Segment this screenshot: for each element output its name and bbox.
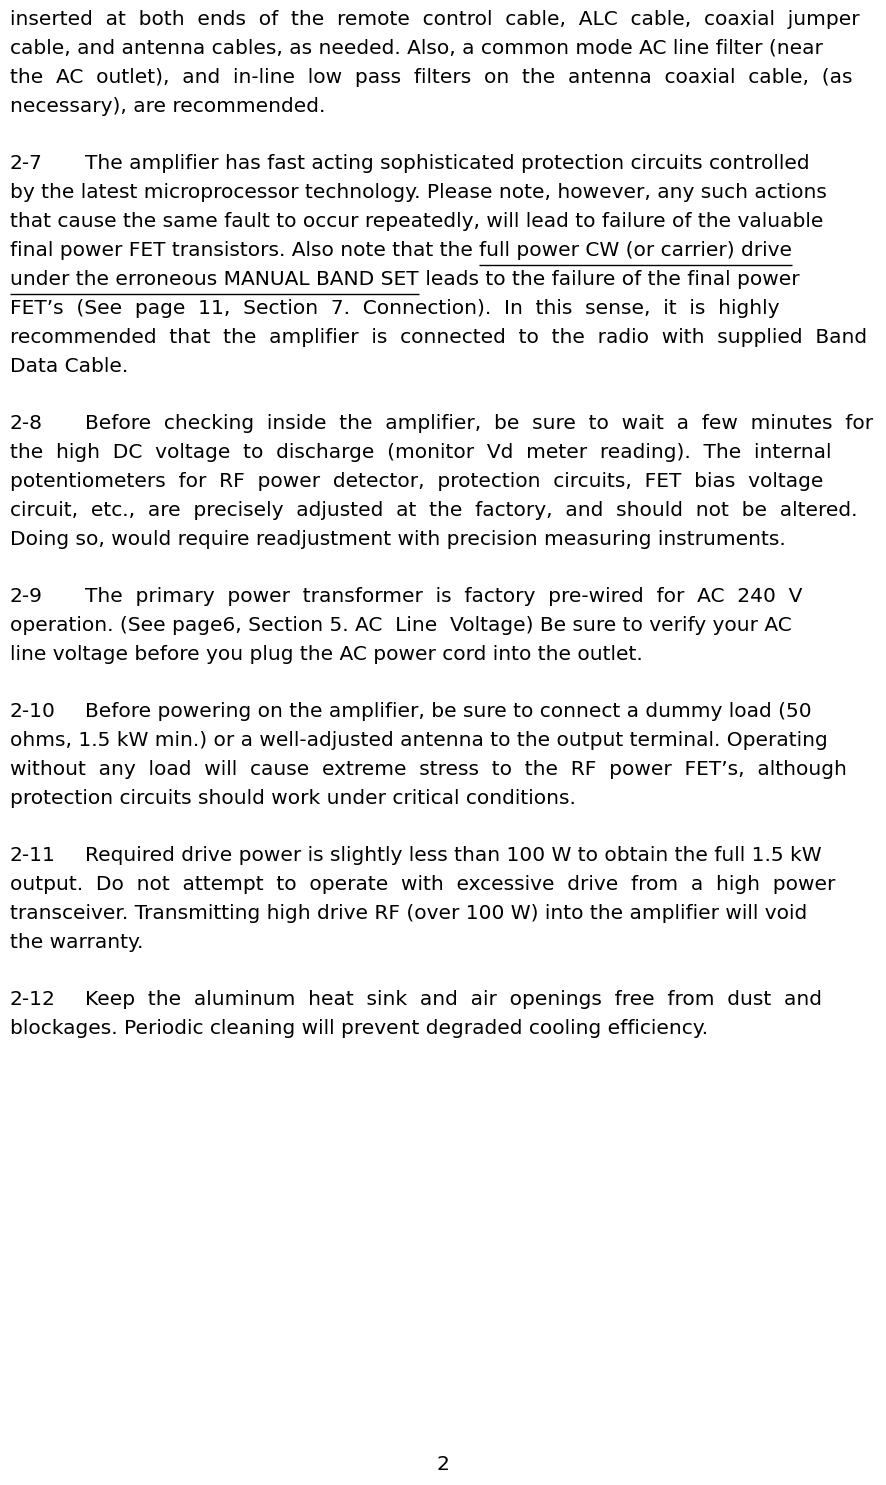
Text: Required drive power is slightly less than 100 W to obtain the full 1.5 kW: Required drive power is slightly less th…	[85, 846, 821, 864]
Text: transceiver. Transmitting high drive RF (over 100 W) into the amplifier will voi: transceiver. Transmitting high drive RF …	[10, 904, 807, 924]
Text: Data Cable.: Data Cable.	[10, 356, 128, 376]
Text: potentiometers  for  RF  power  detector,  protection  circuits,  FET  bias  vol: potentiometers for RF power detector, pr…	[10, 472, 823, 492]
Text: that cause the same fault to occur repeatedly, will lead to failure of the valua: that cause the same fault to occur repea…	[10, 212, 823, 232]
Text: blockages. Periodic cleaning will prevent degraded cooling efficiency.: blockages. Periodic cleaning will preven…	[10, 1019, 708, 1038]
Text: The  primary  power  transformer  is  factory  pre-wired  for  AC  240  V: The primary power transformer is factory…	[85, 587, 803, 606]
Text: by the latest microprocessor technology. Please note, however, any such actions: by the latest microprocessor technology.…	[10, 183, 827, 202]
Text: 2-10: 2-10	[10, 702, 56, 722]
Text: ohms, 1.5 kW min.) or a well-adjusted antenna to the output terminal. Operating: ohms, 1.5 kW min.) or a well-adjusted an…	[10, 731, 828, 750]
Text: the  high  DC  voltage  to  discharge  (monitor  Vd  meter  reading).  The  inte: the high DC voltage to discharge (monito…	[10, 443, 831, 462]
Text: Before  checking  inside  the  amplifier,  be  sure  to  wait  a  few  minutes  : Before checking inside the amplifier, be…	[85, 414, 873, 434]
Text: full power CW (or carrier) drive: full power CW (or carrier) drive	[479, 241, 792, 260]
Text: 2-7: 2-7	[10, 154, 43, 172]
Text: 2-9: 2-9	[10, 587, 43, 606]
Text: the warranty.: the warranty.	[10, 933, 144, 952]
Text: 2: 2	[437, 1455, 449, 1475]
Text: Before powering on the amplifier, be sure to connect a dummy load (50: Before powering on the amplifier, be sur…	[85, 702, 812, 722]
Text: Doing so, would require readjustment with precision measuring instruments.: Doing so, would require readjustment wit…	[10, 530, 786, 549]
Text: under the erroneous MANUAL BAND SET: under the erroneous MANUAL BAND SET	[10, 270, 418, 290]
Text: output.  Do  not  attempt  to  operate  with  excessive  drive  from  a  high  p: output. Do not attempt to operate with e…	[10, 875, 835, 894]
Text: operation. (See page6, Section 5. AC  Line  Voltage) Be sure to verify your AC: operation. (See page6, Section 5. AC Lin…	[10, 616, 792, 636]
Text: inserted  at  both  ends  of  the  remote  control  cable,  ALC  cable,  coaxial: inserted at both ends of the remote cont…	[10, 10, 859, 30]
Text: necessary), are recommended.: necessary), are recommended.	[10, 97, 325, 116]
Text: without  any  load  will  cause  extreme  stress  to  the  RF  power  FET’s,  al: without any load will cause extreme stre…	[10, 760, 847, 780]
Text: 2-11: 2-11	[10, 846, 56, 864]
Text: recommended  that  the  amplifier  is  connected  to  the  radio  with  supplied: recommended that the amplifier is connec…	[10, 328, 867, 347]
Text: The amplifier has fast acting sophisticated protection circuits controlled: The amplifier has fast acting sophistica…	[85, 154, 810, 172]
Text: FET’s  (See  page  11,  Section  7.  Connection).  In  this  sense,  it  is  hig: FET’s (See page 11, Section 7. Connectio…	[10, 298, 780, 318]
Text: cable, and antenna cables, as needed. Also, a common mode AC line filter (near: cable, and antenna cables, as needed. Al…	[10, 39, 823, 58]
Text: 2-8: 2-8	[10, 414, 43, 434]
Text: the  AC  outlet),  and  in-line  low  pass  filters  on  the  antenna  coaxial  : the AC outlet), and in-line low pass fil…	[10, 68, 852, 88]
Text: circuit,  etc.,  are  precisely  adjusted  at  the  factory,  and  should  not  : circuit, etc., are precisely adjusted at…	[10, 500, 858, 520]
Text: line voltage before you plug the AC power cord into the outlet.: line voltage before you plug the AC powe…	[10, 644, 642, 664]
Text: protection circuits should work under critical conditions.: protection circuits should work under cr…	[10, 789, 576, 808]
Text: leads to the failure of the final power: leads to the failure of the final power	[418, 270, 799, 290]
Text: 2-12: 2-12	[10, 990, 56, 1008]
Text: Keep  the  aluminum  heat  sink  and  air  openings  free  from  dust  and: Keep the aluminum heat sink and air open…	[85, 990, 822, 1008]
Text: final power FET transistors. Also note that the: final power FET transistors. Also note t…	[10, 241, 479, 260]
